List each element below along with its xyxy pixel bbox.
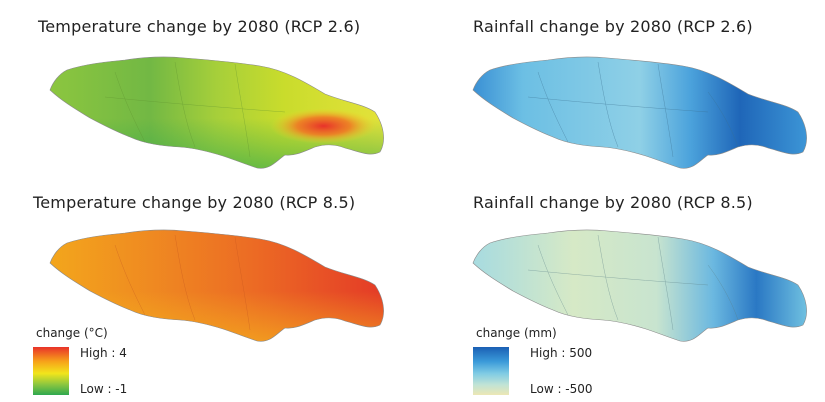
panel-title-rainfall-rcp85: Rainfall change by 2080 (RCP 8.5)	[473, 193, 753, 212]
temperature-legend-title: change (°C)	[36, 326, 108, 340]
map-temperature-rcp26	[49, 56, 385, 169]
map-rainfall-rcp26	[472, 56, 808, 169]
rainfall-legend-low-label: Low : -500	[530, 382, 593, 396]
temperature-legend-high-label: High : 4	[80, 346, 127, 360]
rainfall-legend-title: change (mm)	[476, 326, 557, 340]
panel-title-temperature-rcp85: Temperature change by 2080 (RCP 8.5)	[33, 193, 356, 212]
map-rainfall-rcp85	[472, 229, 808, 342]
panel-title-rainfall-rcp26: Rainfall change by 2080 (RCP 2.6)	[473, 17, 753, 36]
rainfall-legend-high-label: High : 500	[530, 346, 593, 360]
temperature-legend-color-bar	[33, 347, 69, 395]
map-temperature-rcp85	[49, 229, 385, 342]
rainfall-legend-color-bar	[473, 347, 509, 395]
temperature-legend-low-label: Low : -1	[80, 382, 128, 396]
panel-title-temperature-rcp26: Temperature change by 2080 (RCP 2.6)	[38, 17, 361, 36]
